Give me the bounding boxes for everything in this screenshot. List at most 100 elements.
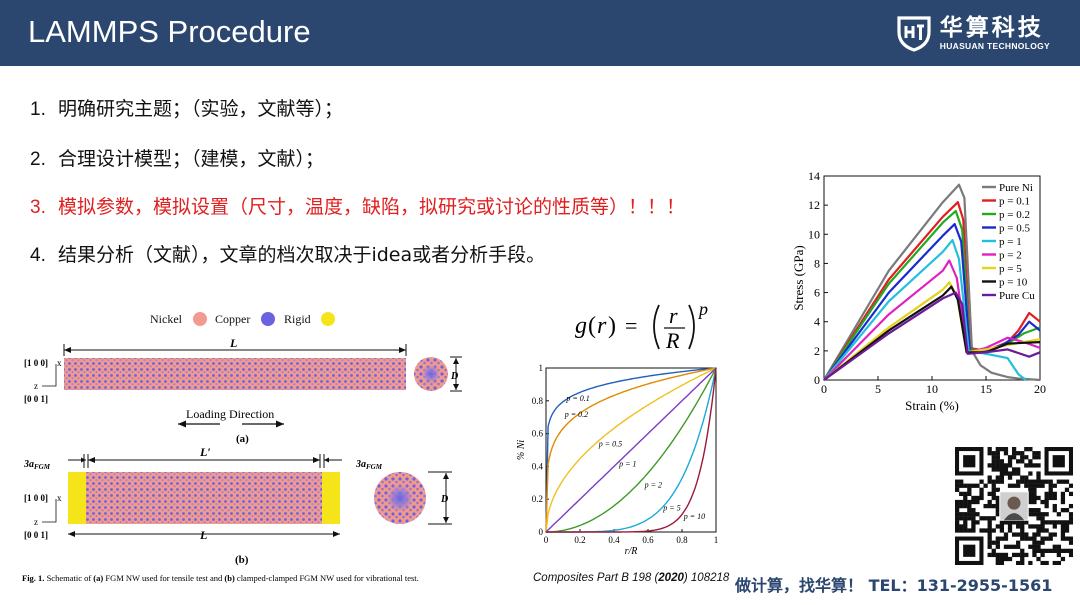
step-text: 合理设计模型；（建模，文献）； xyxy=(57,148,324,170)
series-line-p02 xyxy=(545,367,717,533)
axis-z-letter: z xyxy=(34,381,38,391)
label-D-a: D xyxy=(450,371,458,382)
y-tick-label: 1 xyxy=(539,363,544,373)
nanowire-schematic-figure: Nickel Copper Rigid L [1 0 0] x z [0 0 1… xyxy=(20,302,490,592)
qr-code xyxy=(955,447,1074,566)
brand-name-en: HUASUAN TECHNOLOGY xyxy=(939,40,1050,51)
step-number: 2. xyxy=(30,149,46,170)
x-tick-label: 0 xyxy=(544,535,549,545)
svg-text:): ) xyxy=(608,313,616,339)
x-axis-label: Strain (%) xyxy=(905,398,959,413)
citation: Composites Part B 198 (2020) 108218 xyxy=(533,572,729,584)
formula-r: r xyxy=(597,313,607,339)
subfig-b-label: (b) xyxy=(235,554,249,566)
legend-label: p = 5 xyxy=(999,263,1022,275)
svg-text:3aFGM: 3aFGM xyxy=(355,459,383,471)
y-tick-label: 6 xyxy=(814,286,820,300)
subfig-a-label: (a) xyxy=(236,433,249,445)
label-fgm-right: FGM xyxy=(366,463,383,471)
label-L-prime: L′ xyxy=(199,445,211,459)
rigid-end-right xyxy=(322,472,340,524)
loading-direction-label: Loading Direction xyxy=(186,407,274,421)
step-text: 结果分析（文献），文章的档次取决于idea或者分析手段。 xyxy=(57,244,546,266)
legend-label: Pure Ni xyxy=(999,182,1033,194)
brand-logo-icon xyxy=(897,16,931,52)
curve-label: p = 5 xyxy=(662,504,680,513)
legend-nickel-swatch xyxy=(193,312,207,326)
stress-strain-chart: 0 5 10 15 20 0 2 4 6 8 10 12 14 Strain (%) Stress (GPa… xyxy=(790,168,1060,418)
formula-eq: = xyxy=(625,313,637,338)
x-tick-label: 0.8 xyxy=(676,535,688,545)
y-tick-label: 0 xyxy=(539,527,544,537)
svg-text:(: ( xyxy=(588,313,596,339)
legend-label: p = 2 xyxy=(999,250,1022,262)
ni-fraction-chart: 0 0.2 0.4 0.6 0.8 1 0 0.2 0.4 0.6 0.8 1 r/R % Ni p = 0… xyxy=(510,362,730,562)
caption-mid: FGM NW used for tensile test and xyxy=(103,573,224,583)
legend-label: p = 0.2 xyxy=(999,209,1030,221)
y-tick-label: 12 xyxy=(808,198,820,212)
series-line-p05 xyxy=(545,367,717,533)
x-tick-label: 0.4 xyxy=(608,535,620,545)
step-number: 3. xyxy=(30,197,46,218)
x-tick-label: 10 xyxy=(926,382,938,396)
curve-label: p = 0.5 xyxy=(598,440,622,449)
series-line xyxy=(823,285,1041,381)
composition-formula: g ( r ) = r R p xyxy=(575,293,715,358)
y-axis-label: % Ni xyxy=(516,440,527,461)
label-3a-left: 3a xyxy=(23,459,34,470)
label-L-b: L xyxy=(199,528,207,542)
axis-x-label-b: [1 0 0] xyxy=(24,493,48,503)
x-axis-label: r/R xyxy=(625,546,638,557)
series-line-p10 xyxy=(546,367,717,533)
y-tick-label: 0.8 xyxy=(532,396,544,406)
step-4: 4. 结果分析（文献），文章的档次取决于idea或者分析手段。 xyxy=(30,240,545,267)
y-tick-label: 2 xyxy=(814,344,820,358)
x-tick-label: 20 xyxy=(1034,382,1046,396)
y-axis-label: Stress (GPa) xyxy=(791,245,806,310)
y-tick-label: 0 xyxy=(814,373,820,387)
step-text: 模拟参数，模拟设置（尺寸，温度，缺陷，拟研究或讨论的性质等）！！！ xyxy=(57,196,685,218)
legend-label: p = 10 xyxy=(999,277,1028,289)
formula-exponent: p xyxy=(697,299,708,319)
y-tick-label: 4 xyxy=(814,315,820,329)
y-tick-label: 10 xyxy=(808,227,820,241)
step-1: 1. 明确研究主题；（实验，文献等）； xyxy=(30,94,343,121)
label-L: L xyxy=(229,336,237,350)
caption-pre: Schematic of xyxy=(44,573,93,583)
axis-x-label: [1 0 0] xyxy=(24,358,48,368)
legend-label: p = 1 xyxy=(999,236,1022,248)
citation-text: Composites Part B 198 ( xyxy=(533,572,659,584)
y-tick-label: 0.2 xyxy=(532,494,543,504)
series-line xyxy=(823,259,1041,381)
curve-label: p = 2 xyxy=(644,481,662,490)
series-line xyxy=(823,291,1041,381)
series-line xyxy=(823,239,1027,381)
step-number: 4. xyxy=(30,245,46,266)
x-tick-label: 0 xyxy=(821,382,827,396)
x-tick-label: 0.2 xyxy=(574,535,585,545)
legend-copper-swatch xyxy=(261,312,275,326)
y-tick-label: 8 xyxy=(814,256,820,270)
brand-name-cn: 华算科技 xyxy=(939,14,1044,41)
x-tick-label: 15 xyxy=(980,382,992,396)
caption-label: Fig. 1. xyxy=(22,573,44,583)
formula-numerator: r xyxy=(669,303,678,328)
legend-label: p = 0.1 xyxy=(999,196,1030,208)
series-line xyxy=(823,183,1041,382)
legend-label: p = 0.5 xyxy=(999,223,1030,235)
curve-label: p = 10 xyxy=(683,512,705,521)
legend-label: Pure Cu xyxy=(999,290,1035,302)
slide-title: LAMMPS Procedure xyxy=(28,14,311,49)
series-line-p01 xyxy=(545,367,717,533)
curve-label: p = 1 xyxy=(618,459,636,468)
y-tick-label: 0.4 xyxy=(532,461,544,471)
x-tick-label: 5 xyxy=(875,382,881,396)
y-tick-label: 0.6 xyxy=(532,429,544,439)
label-D-b: D xyxy=(440,494,448,505)
curve-label: p = 0.1 xyxy=(565,394,589,403)
axis-z-letter-b: z xyxy=(34,517,38,527)
caption-b: (b) xyxy=(224,573,235,583)
svg-text:3aFGM: 3aFGM xyxy=(23,459,51,471)
axis-z-label-b: [0 0 1] xyxy=(24,530,48,540)
brand-logo-group: 华算科技 HUASUAN TECHNOLOGY xyxy=(896,10,1050,56)
